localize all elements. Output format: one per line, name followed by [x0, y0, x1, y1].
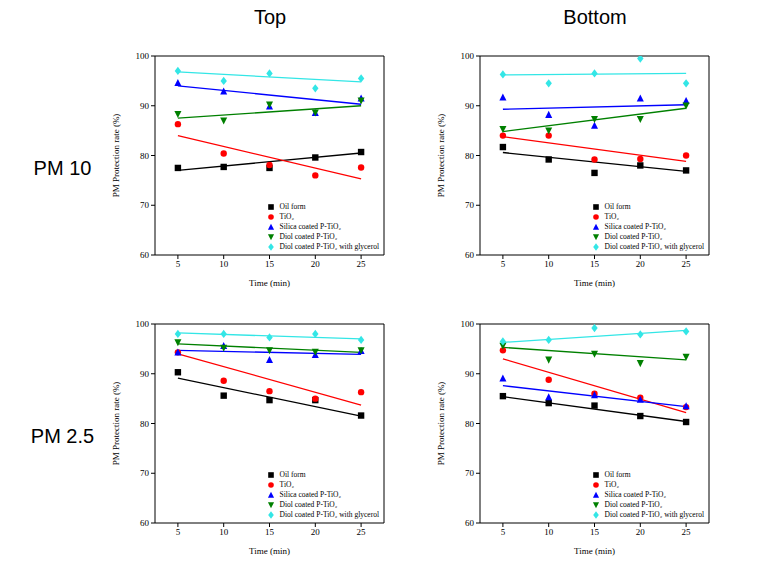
html-text:Diol coated P-TiO₂ with glycer: Diol coated P-TiO₂ with glycerol — [604, 510, 704, 519]
html-text:Diol coated P-TiO₂: Diol coated P-TiO₂ — [604, 500, 663, 509]
svg-text:Time (min): Time (min) — [249, 546, 290, 556]
svg-text:25: 25 — [357, 527, 367, 537]
html-text:Diol coated P-TiO₂: Diol coated P-TiO₂ — [604, 232, 663, 241]
svg-text:15: 15 — [590, 259, 600, 269]
svg-text:15: 15 — [590, 527, 600, 537]
html-text:PM 2.5: PM 2.5 — [30, 425, 95, 447]
html-text:Diol coated P-TiO₂ with glycer: Diol coated P-TiO₂ with glycerol — [279, 510, 379, 519]
svg-text:70: 70 — [140, 468, 150, 478]
svg-text:90: 90 — [140, 101, 150, 111]
html-text:TiO₂: TiO₂ — [279, 212, 294, 221]
svg-text:10: 10 — [219, 259, 229, 269]
html-text:Diol coated P-TiO₂ with glycer: Diol coated P-TiO₂ with glycerol — [279, 242, 379, 251]
svg-text:80: 80 — [465, 151, 475, 161]
svg-text:60: 60 — [140, 250, 150, 260]
svg-text:60: 60 — [465, 518, 475, 528]
svg-text:15: 15 — [265, 527, 275, 537]
svg-text:60: 60 — [140, 518, 150, 528]
svg-text:70: 70 — [465, 200, 475, 210]
html-text:Oil form: Oil form — [279, 470, 306, 479]
svg-text:15: 15 — [265, 259, 275, 269]
svg-text:100: 100 — [461, 51, 475, 61]
html-text:Silica coated P-TiO₂: Silica coated P-TiO₂ — [279, 222, 342, 231]
svg-text:5: 5 — [176, 259, 181, 269]
svg-text:10: 10 — [544, 527, 554, 537]
html-text:Top: Top — [253, 6, 287, 28]
html-text:Diol coated P-TiO₂ with glycer: Diol coated P-TiO₂ with glycerol — [604, 242, 704, 251]
svg-text:25: 25 — [357, 259, 367, 269]
svg-text:10: 10 — [544, 259, 554, 269]
svg-text:80: 80 — [140, 151, 150, 161]
svg-text:Time (min): Time (min) — [249, 278, 290, 288]
html-text:Diol coated P-TiO₂: Diol coated P-TiO₂ — [279, 232, 338, 241]
svg-text:60: 60 — [465, 250, 475, 260]
svg-text:80: 80 — [140, 419, 150, 429]
svg-text:100: 100 — [136, 51, 150, 61]
svg-text:80: 80 — [465, 419, 475, 429]
svg-text:PM Protection rate (%): PM Protection rate (%) — [111, 382, 121, 466]
svg-text:PM Protection rate (%): PM Protection rate (%) — [436, 114, 446, 198]
html-text:TiO₂: TiO₂ — [279, 480, 294, 489]
html-text:PM 10: PM 10 — [33, 157, 92, 179]
svg-text:100: 100 — [136, 319, 150, 329]
html-text:TiO₂: TiO₂ — [604, 212, 619, 221]
svg-text:5: 5 — [501, 259, 506, 269]
svg-text:PM Protection rate (%): PM Protection rate (%) — [436, 382, 446, 466]
html-text:Silica coated P-TiO₂: Silica coated P-TiO₂ — [279, 490, 342, 499]
svg-text:20: 20 — [636, 527, 646, 537]
svg-text:Time (min): Time (min) — [574, 546, 615, 556]
svg-text:90: 90 — [465, 369, 475, 379]
html-text:Silica coated P-TiO₂: Silica coated P-TiO₂ — [604, 490, 667, 499]
svg-text:70: 70 — [465, 468, 475, 478]
svg-text:25: 25 — [682, 259, 692, 269]
svg-text:100: 100 — [461, 319, 475, 329]
svg-text:20: 20 — [636, 259, 646, 269]
svg-text:70: 70 — [140, 200, 150, 210]
svg-text:20: 20 — [311, 527, 321, 537]
html-text:Oil form: Oil form — [279, 202, 306, 211]
html-text:Bottom: Bottom — [563, 6, 627, 28]
svg-text:90: 90 — [465, 101, 475, 111]
html-text:TiO₂: TiO₂ — [604, 480, 619, 489]
html-text:Oil form: Oil form — [604, 470, 631, 479]
svg-text:5: 5 — [501, 527, 506, 537]
svg-text:20: 20 — [311, 259, 321, 269]
svg-text:5: 5 — [176, 527, 181, 537]
svg-text:Time (min): Time (min) — [574, 278, 615, 288]
html-text:Diol coated P-TiO₂: Diol coated P-TiO₂ — [279, 500, 338, 509]
svg-text:90: 90 — [140, 369, 150, 379]
html-text:Silica coated P-TiO₂: Silica coated P-TiO₂ — [604, 222, 667, 231]
html-text:Oil form: Oil form — [604, 202, 631, 211]
svg-text:PM Protection rate (%): PM Protection rate (%) — [111, 114, 121, 198]
svg-text:25: 25 — [682, 527, 692, 537]
svg-text:10: 10 — [219, 527, 229, 537]
